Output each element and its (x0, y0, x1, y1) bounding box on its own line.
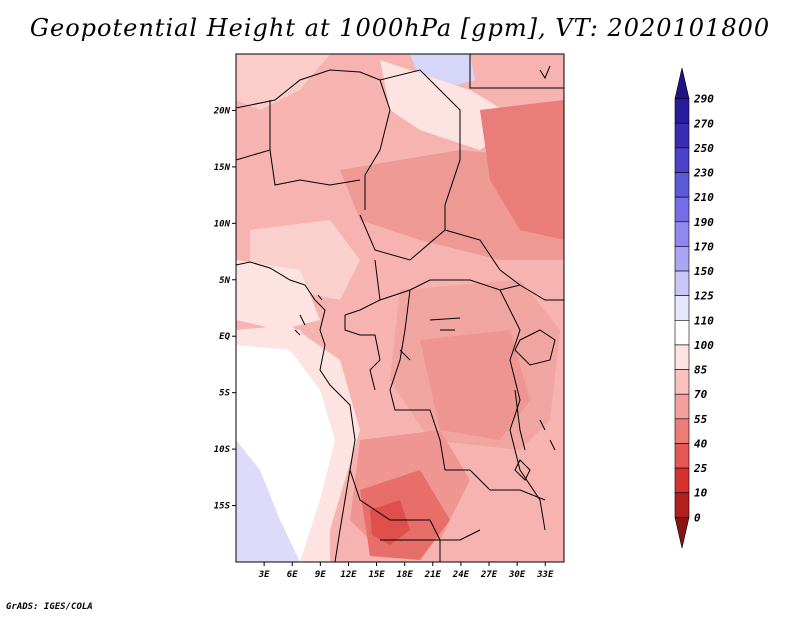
colorbar-swatch (674, 492, 690, 518)
colorbar-label: 85 (694, 364, 708, 377)
lon-label: 27E (480, 570, 498, 580)
lon-label: 12E (340, 570, 357, 580)
colorbar-swatch (674, 221, 690, 247)
colorbar-label: 190 (694, 216, 714, 229)
colorbar-label: 40 (694, 437, 708, 450)
colorbar-label: 150 (694, 265, 714, 278)
lon-label: 24E (452, 570, 470, 580)
colorbar-label: 125 (694, 290, 714, 303)
lat-label: 5N (219, 276, 230, 286)
longitude-axis: 3E 6E 9E 12E 15E 18E 21E 24E 27E 30E 33E (258, 562, 554, 580)
field-shading (236, 54, 564, 562)
colorbar-swatch (674, 369, 690, 395)
software-credit: GrADS: IGES/COLA (6, 602, 93, 612)
colorbar-swatch (674, 295, 690, 321)
colorbar-label: 110 (694, 314, 714, 327)
chart-title: Geopotential Height at 1000hPa [gpm], VT… (29, 14, 771, 42)
lon-label: 3E (258, 570, 270, 580)
colorbar-label: 70 (694, 388, 708, 401)
lat-label: EQ (219, 332, 230, 342)
colorbar-swatch (674, 344, 690, 370)
lon-label: 15E (368, 570, 385, 580)
lat-label: 15N (214, 163, 231, 173)
lat-label: 5S (219, 389, 230, 399)
colorbar-bottom-arrow (674, 517, 690, 549)
colorbar-swatch (674, 443, 690, 469)
lat-label: 15S (214, 502, 231, 512)
colorbar-label: 230 (693, 167, 714, 180)
map-frame (235, 53, 565, 563)
lon-label: 33E (536, 570, 554, 580)
latitude-axis: 20N 15N 10N 5N EQ 5S 10S 15S (213, 106, 236, 512)
lat-label: 20N (213, 106, 231, 116)
colorbar-label: 210 (693, 191, 714, 204)
colorbar-swatch (674, 98, 690, 124)
lon-label: 9E (315, 570, 326, 580)
lon-label: 6E (287, 570, 298, 580)
colorbar-label: 250 (693, 142, 714, 155)
colorbar-swatch (674, 393, 690, 420)
colorbar-label: 290 (693, 93, 714, 106)
lat-label: 10S (214, 445, 231, 455)
colorbar-swatch (674, 122, 690, 149)
colorbar-label: 170 (694, 240, 714, 253)
colorbar-swatch (674, 147, 690, 173)
colorbar-swatch (674, 418, 690, 444)
lat-label: 10N (214, 219, 231, 229)
colorbar-swatch (674, 196, 690, 223)
colorbar-label: 55 (694, 413, 708, 426)
country-borders (236, 54, 564, 562)
lon-label: 21E (424, 570, 442, 580)
colorbar-label: 100 (694, 339, 714, 352)
lon-label: 30E (508, 570, 526, 580)
colorbar-swatch (674, 172, 690, 198)
colorbar-top-arrow (674, 67, 690, 99)
colorbar: 2902702502302101901701501251101008570554… (674, 67, 714, 549)
lon-label: 18E (397, 570, 414, 580)
colorbar-label: 0 (694, 511, 701, 524)
colorbar-swatch (674, 270, 690, 296)
colorbar-label: 10 (694, 487, 708, 500)
colorbar-swatch (674, 467, 690, 494)
colorbar-swatch (674, 246, 690, 272)
colorbar-label: 25 (693, 462, 708, 475)
colorbar-swatch (674, 320, 690, 346)
colorbar-label: 270 (693, 117, 714, 130)
